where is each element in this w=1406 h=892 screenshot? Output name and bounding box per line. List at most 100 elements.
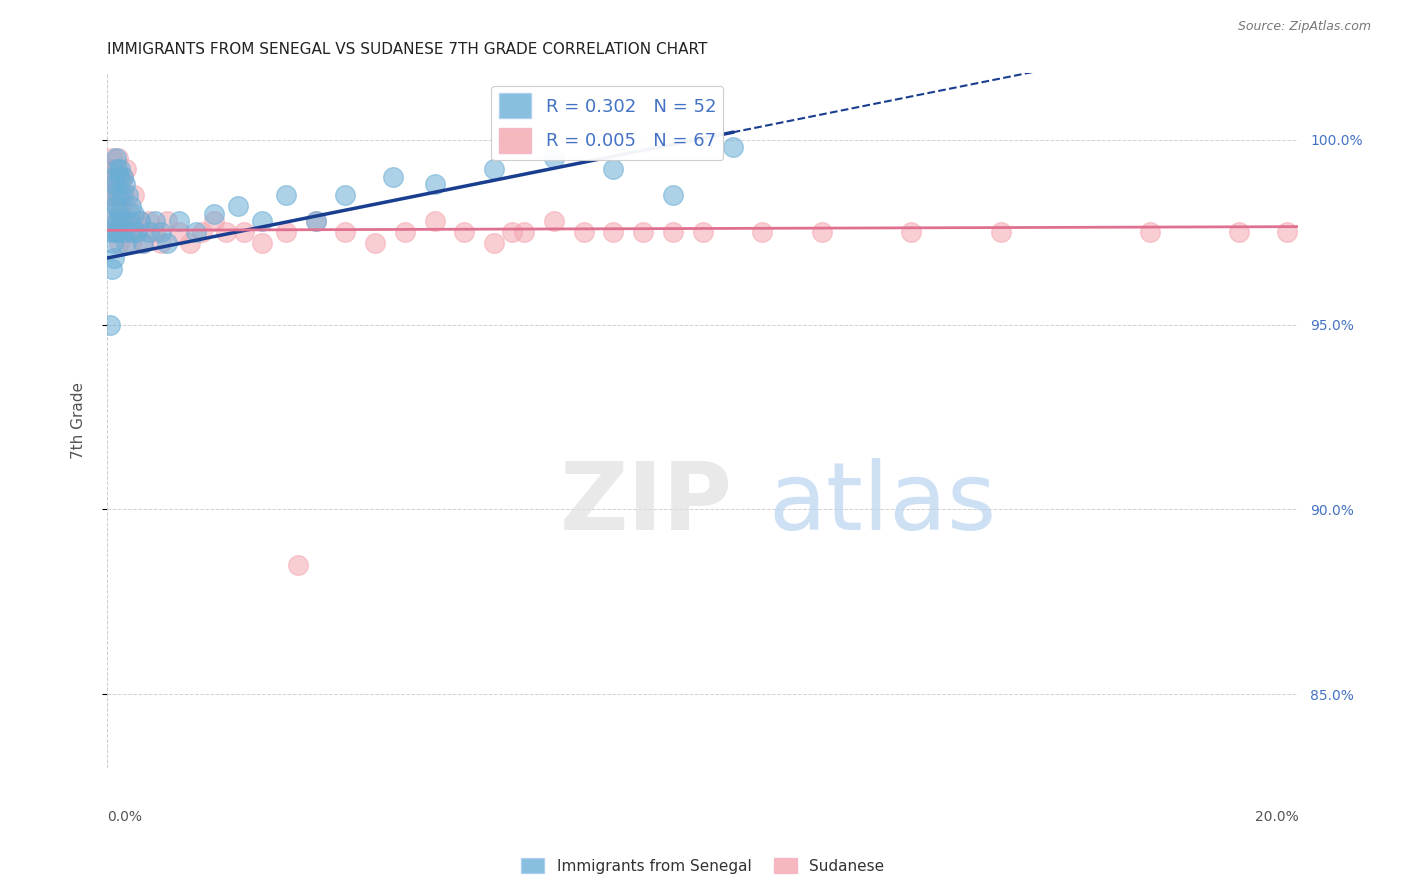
Point [501, 225, 523, 239]
Point [233, 225, 256, 239]
Point [572, 225, 595, 239]
Point [110, 199, 132, 213]
Point [107, 188, 129, 202]
Point [105, 162, 128, 177]
Point [662, 188, 685, 202]
Point [335, 225, 357, 239]
Point [114, 214, 136, 228]
Point [112, 188, 135, 202]
Text: 0.0%: 0.0% [107, 810, 142, 824]
Point [110, 214, 132, 228]
Point [304, 214, 326, 228]
Point [108, 162, 131, 177]
Point [121, 225, 143, 239]
Point [120, 236, 142, 251]
Point [751, 225, 773, 239]
Point [631, 225, 654, 239]
Point [98, 318, 121, 332]
Point [692, 225, 714, 239]
Point [226, 199, 249, 213]
Point [107, 188, 129, 202]
Point [128, 214, 150, 228]
Point [104, 177, 127, 191]
Text: Source: ZipAtlas.com: Source: ZipAtlas.com [1237, 20, 1371, 33]
Point [394, 225, 416, 239]
Point [108, 169, 131, 184]
Point [103, 251, 125, 265]
Point [215, 225, 238, 239]
Point [484, 236, 506, 251]
Legend: R = 0.302   N = 52, R = 0.005   N = 67: R = 0.302 N = 52, R = 0.005 N = 67 [491, 86, 723, 161]
Point [602, 162, 624, 177]
Point [108, 225, 131, 239]
Text: IMMIGRANTS FROM SENEGAL VS SUDANESE 7TH GRADE CORRELATION CHART: IMMIGRANTS FROM SENEGAL VS SUDANESE 7TH … [107, 42, 707, 57]
Point [108, 236, 131, 251]
Point [364, 236, 387, 251]
Point [484, 162, 506, 177]
Point [107, 151, 129, 165]
Point [202, 207, 225, 221]
Point [453, 225, 475, 239]
Point [138, 214, 160, 228]
Point [107, 225, 129, 239]
Point [423, 177, 446, 191]
Point [103, 169, 125, 184]
Point [513, 225, 536, 239]
Point [101, 169, 124, 184]
Point [132, 236, 155, 251]
Point [132, 236, 155, 251]
Point [105, 199, 128, 213]
Point [125, 225, 148, 239]
Point [423, 214, 446, 228]
Point [721, 140, 744, 154]
Point [304, 214, 326, 228]
Y-axis label: 7th Grade: 7th Grade [72, 383, 86, 459]
Point [108, 169, 131, 184]
Point [112, 169, 135, 184]
Point [105, 151, 128, 165]
Point [335, 188, 357, 202]
Point [143, 214, 166, 228]
Point [117, 188, 139, 202]
Point [191, 225, 214, 239]
Point [250, 214, 273, 228]
Point [101, 214, 124, 228]
Point [287, 558, 309, 572]
Point [250, 236, 273, 251]
Point [125, 225, 148, 239]
Point [186, 225, 208, 239]
Point [104, 225, 127, 239]
Point [112, 225, 135, 239]
Point [101, 207, 124, 221]
Point [101, 262, 124, 277]
Text: ZIP: ZIP [560, 458, 733, 550]
Point [274, 188, 297, 202]
Point [900, 225, 922, 239]
Text: 20.0%: 20.0% [1254, 810, 1299, 824]
Point [128, 214, 150, 228]
Point [274, 225, 297, 239]
Point [100, 177, 122, 191]
Point [100, 225, 122, 239]
Point [543, 214, 565, 228]
Point [111, 188, 134, 202]
Point [167, 225, 190, 239]
Point [98, 188, 121, 202]
Point [122, 207, 145, 221]
Point [138, 225, 160, 239]
Point [1227, 225, 1250, 239]
Point [114, 177, 136, 191]
Point [115, 162, 138, 177]
Point [1275, 225, 1298, 239]
Point [602, 225, 624, 239]
Point [103, 188, 125, 202]
Point [382, 169, 405, 184]
Point [105, 199, 128, 213]
Point [105, 214, 128, 228]
Point [108, 207, 131, 221]
Point [101, 188, 124, 202]
Point [105, 169, 128, 184]
Point [101, 151, 124, 165]
Point [105, 214, 128, 228]
Point [115, 236, 138, 251]
